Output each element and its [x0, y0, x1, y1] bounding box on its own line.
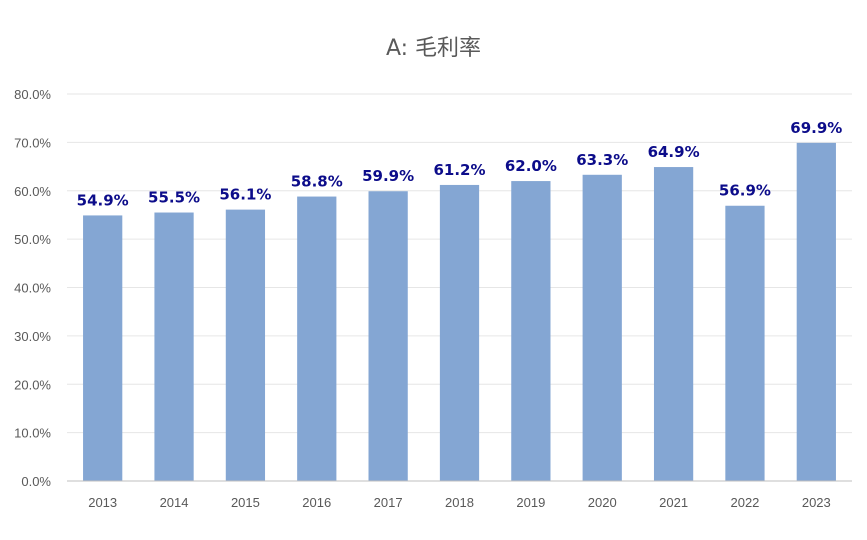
- data-label-2018: 61.2%: [433, 161, 485, 179]
- data-label-2016: 58.8%: [291, 173, 343, 191]
- bar-2021: [653, 167, 694, 481]
- bar-2014: [154, 212, 194, 482]
- bar-2022: [725, 205, 765, 481]
- y-tick-label: 60.0%: [14, 184, 51, 199]
- data-label-2015: 56.1%: [219, 186, 271, 204]
- bar-2013: [83, 215, 123, 481]
- data-label-2014: 55.5%: [148, 189, 200, 207]
- x-tick-label: 2022: [730, 495, 759, 510]
- y-tick-label: 30.0%: [14, 329, 51, 344]
- bar-2016: [297, 196, 337, 481]
- y-tick-label: 40.0%: [14, 281, 51, 296]
- data-label-2017: 59.9%: [362, 167, 414, 185]
- bar-2017: [368, 191, 408, 481]
- y-tick-label: 70.0%: [14, 135, 51, 150]
- x-tick-label: 2020: [588, 495, 617, 510]
- y-tick-label: 50.0%: [14, 232, 51, 247]
- x-tick-label: 2021: [659, 495, 688, 510]
- x-tick-label: 2017: [374, 495, 403, 510]
- data-label-2021: 64.9%: [648, 143, 700, 161]
- data-label-2019: 62.0%: [505, 157, 557, 175]
- x-tick-label: 2014: [160, 495, 189, 510]
- x-tick-label: 2023: [802, 495, 831, 510]
- bar-2019: [511, 181, 551, 481]
- data-label-2020: 63.3%: [576, 151, 628, 169]
- y-tick-label: 10.0%: [14, 426, 51, 441]
- x-tick-label: 2019: [516, 495, 545, 510]
- y-tick-label: 20.0%: [14, 377, 51, 392]
- data-label-2013: 54.9%: [77, 191, 129, 209]
- y-axis-tick-labels: 0.0% 10.0% 20.0% 30.0% 40.0% 50.0% 60.0% 70.0% 8…: [14, 87, 51, 489]
- bar-2015: [225, 209, 266, 481]
- bar-2020: [582, 174, 622, 481]
- data-labels: 54.9% 55.5% 56.1% 58.8% 59.9% 61.2% 62.0% 63.3%…: [77, 119, 843, 210]
- x-tick-label: 2015: [231, 495, 260, 510]
- bar-2018: [439, 184, 480, 481]
- chart-title: A: 毛利率: [385, 36, 482, 61]
- bars: [83, 142, 836, 482]
- y-tick-label: 0.0%: [21, 474, 51, 489]
- x-tick-label: 2018: [445, 495, 474, 510]
- y-tick-label: 80.0%: [14, 87, 51, 102]
- x-tick-label: 2013: [88, 495, 117, 510]
- x-axis-tick-labels: 2013 2014 2015 2016 2017 2018 2019 2020 2021 2022…: [88, 495, 831, 510]
- data-label-2023: 69.9%: [790, 119, 842, 137]
- bar-2023: [796, 142, 836, 481]
- x-tick-label: 2016: [302, 495, 331, 510]
- data-label-2022: 56.9%: [719, 182, 771, 200]
